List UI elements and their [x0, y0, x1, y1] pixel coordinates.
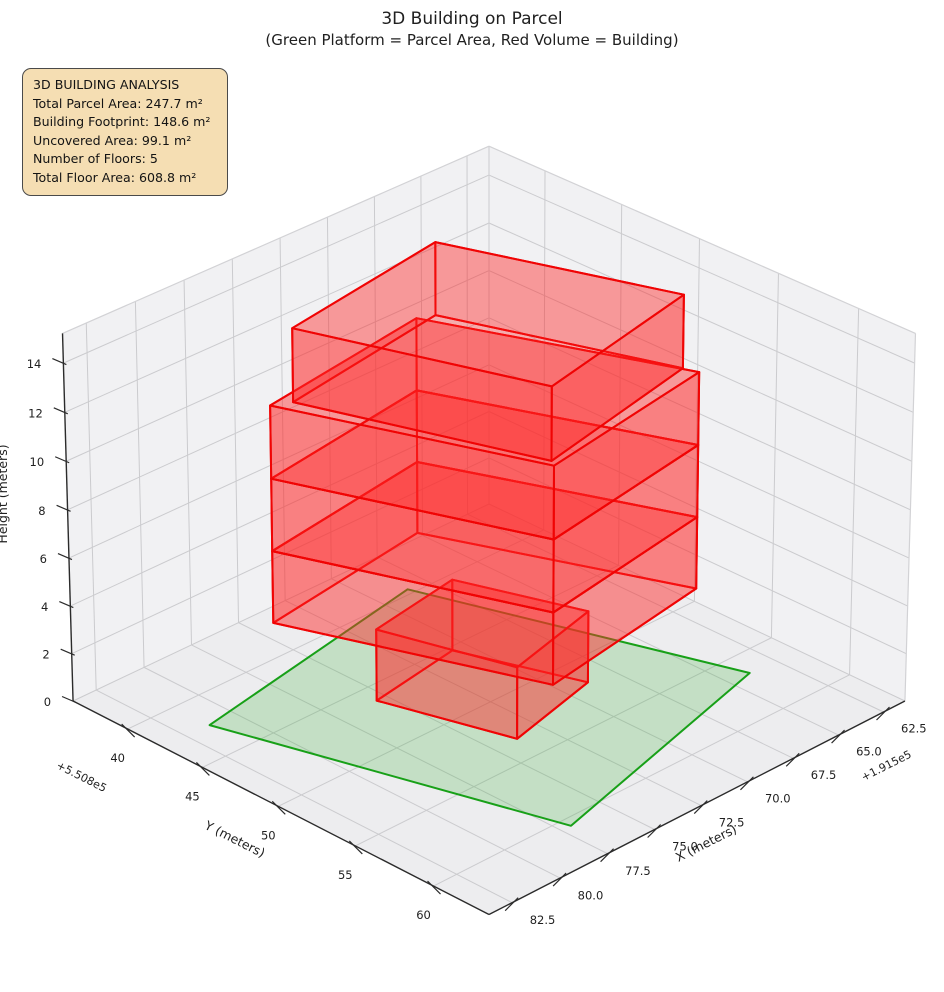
svg-text:80.0: 80.0 — [578, 888, 604, 902]
parcel-platform-polygon — [208, 588, 751, 827]
svg-text:Y (meters): Y (meters) — [202, 817, 268, 860]
svg-text:60: 60 — [416, 908, 431, 922]
svg-text:62.5: 62.5 — [901, 721, 927, 735]
chart-title: 3D Building on Parcel — [381, 9, 563, 29]
building-floor-1 — [375, 578, 590, 740]
svg-text:67.5: 67.5 — [811, 768, 837, 782]
info-box-line-parcel-area: Total Parcel Area: 247.7 m² — [33, 95, 203, 111]
svg-text:10: 10 — [30, 455, 45, 469]
svg-text:45: 45 — [185, 789, 200, 803]
svg-text:50: 50 — [261, 828, 276, 842]
axis-lines — [61, 333, 906, 916]
svg-text:12: 12 — [28, 406, 43, 420]
info-box-line-uncovered: Uncovered Area: 99.1 m² — [33, 132, 192, 148]
info-box-title: 3D BUILDING ANALYSIS — [33, 77, 180, 92]
svg-text:65.0: 65.0 — [856, 745, 882, 759]
svg-text:77.5: 77.5 — [625, 864, 651, 878]
svg-text:0: 0 — [44, 695, 51, 709]
svg-text:75.0: 75.0 — [672, 840, 698, 854]
svg-text:6: 6 — [40, 552, 47, 566]
axes-panes — [62, 146, 916, 915]
svg-text:40: 40 — [110, 751, 125, 765]
svg-text:82.5: 82.5 — [530, 913, 556, 927]
svg-text:2: 2 — [42, 648, 49, 662]
info-box-line-floor-area: Total Floor Area: 608.8 m² — [33, 169, 197, 185]
tick-marks-and-labels: 404550556062.565.067.570.072.575.077.580… — [27, 357, 927, 927]
svg-text:Height (meters): Height (meters) — [0, 444, 10, 543]
svg-text:+5.508e5: +5.508e5 — [54, 759, 108, 795]
info-box-line-floors: Number of Floors: 5 — [33, 151, 158, 167]
svg-text:72.5: 72.5 — [719, 816, 745, 830]
building-analysis-info-box: 3D BUILDING ANALYSIS Total Parcel Area: … — [22, 68, 228, 196]
svg-text:70.0: 70.0 — [765, 792, 791, 806]
chart-title-block: 3D Building on Parcel (Green Platform = … — [0, 8, 944, 51]
svg-text:55: 55 — [338, 868, 353, 882]
svg-text:4: 4 — [41, 600, 48, 614]
grid-lines — [62, 145, 917, 904]
chart-subtitle: (Green Platform = Parcel Area, Red Volum… — [265, 31, 679, 49]
info-box-line-footprint: Building Footprint: 148.6 m² — [33, 114, 211, 130]
building-floor-5 — [291, 241, 685, 462]
svg-text:14: 14 — [27, 357, 42, 371]
svg-text:8: 8 — [38, 504, 45, 518]
